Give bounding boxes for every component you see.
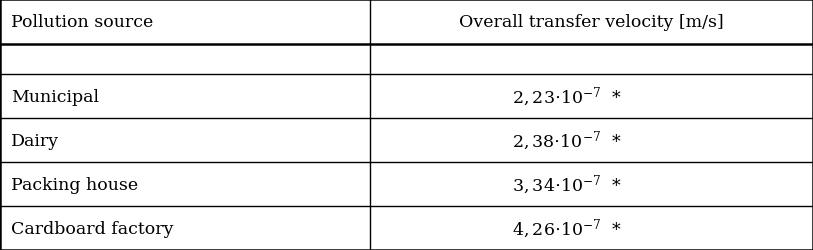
- Text: $\mathregular{2,23{\cdot}10^{-7}}$  *: $\mathregular{2,23{\cdot}10^{-7}}$ *: [512, 85, 622, 108]
- Text: $\mathregular{4,26{\cdot}10^{-7}}$  *: $\mathregular{4,26{\cdot}10^{-7}}$ *: [512, 216, 622, 240]
- Text: Overall transfer velocity [m/s]: Overall transfer velocity [m/s]: [459, 14, 724, 31]
- Text: $\mathregular{3,34{\cdot}10^{-7}}$  *: $\mathregular{3,34{\cdot}10^{-7}}$ *: [512, 173, 622, 196]
- Text: Municipal: Municipal: [11, 88, 99, 105]
- Text: Cardboard factory: Cardboard factory: [11, 220, 174, 236]
- Text: Pollution source: Pollution source: [11, 14, 154, 31]
- Text: Packing house: Packing house: [11, 176, 138, 193]
- Text: $\mathregular{2,38{\cdot}10^{-7}}$  *: $\mathregular{2,38{\cdot}10^{-7}}$ *: [512, 129, 622, 152]
- Text: Dairy: Dairy: [11, 132, 59, 149]
